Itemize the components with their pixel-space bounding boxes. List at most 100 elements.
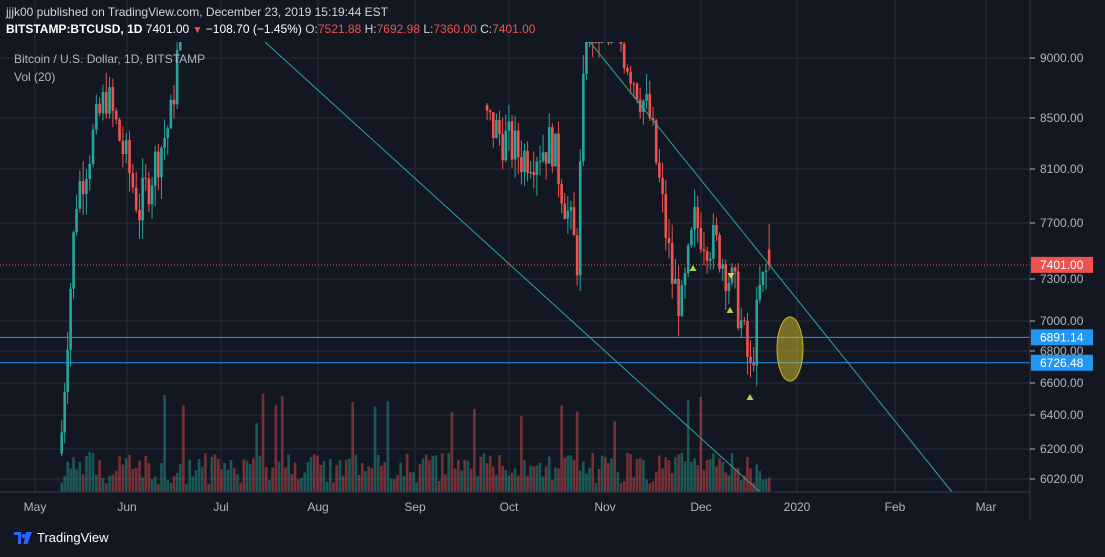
volume-bar [134, 467, 138, 492]
candle-body [708, 258, 712, 261]
candle-body [547, 127, 551, 164]
price-chart[interactable]: 9000.00 8500.00 8100.00 7700.00 7300.00 7000.… [0, 0, 1105, 520]
volume-bar [380, 465, 383, 492]
candle-body [144, 177, 148, 179]
candle-body [746, 320, 749, 357]
volume-bar [166, 480, 170, 492]
price-tag-label: 7401.00 [1040, 258, 1084, 272]
volume-bar [191, 476, 195, 492]
tradingview-logo-icon [14, 531, 32, 544]
volume-bar [578, 470, 582, 492]
candle-body [677, 278, 680, 316]
candle-body [591, 42, 594, 43]
time-tick-label: Jul [213, 500, 228, 514]
candle-body [705, 251, 709, 261]
volume-bar [232, 468, 236, 492]
candle-body [121, 140, 125, 155]
volume-bar [408, 472, 412, 492]
volume-bar [108, 475, 111, 492]
volume-bar [223, 462, 226, 492]
candle-body [147, 178, 151, 205]
candle-body [674, 278, 677, 284]
candle-body [134, 187, 138, 210]
volume-bar [752, 482, 755, 492]
volume-bar [544, 466, 548, 492]
volume-bar [431, 455, 435, 492]
volume-bar [389, 478, 393, 492]
volume-bar [69, 468, 72, 492]
candle-body [557, 133, 560, 185]
candle-body [638, 99, 642, 112]
volume-bar [476, 476, 479, 492]
candle-body [118, 119, 121, 141]
volume-bar [284, 467, 287, 492]
volume-bar [674, 457, 677, 492]
candle-body [529, 171, 532, 174]
price-axis[interactable]: 9000.00 8500.00 8100.00 7700.00 7300.00 7000.… [1029, 0, 1105, 520]
candle-body [566, 210, 570, 219]
candle-body [63, 392, 66, 433]
candle-body [101, 91, 105, 114]
volume-bar [434, 455, 438, 492]
volume-bar [207, 483, 210, 492]
volume-bar [702, 469, 706, 492]
volume-bar [677, 454, 680, 492]
volume-bar [360, 463, 364, 492]
tradingview-logo[interactable]: TradingView [14, 530, 109, 545]
candle-body [160, 147, 163, 178]
candle-body [569, 207, 573, 211]
candle-body [488, 110, 492, 113]
trendline-lower [264, 41, 761, 493]
volume-bar [220, 468, 223, 492]
time-tick-label: Sep [404, 500, 426, 514]
candle-body [727, 282, 731, 291]
volume-bar [418, 464, 422, 492]
candle-body [114, 110, 118, 120]
signal-down-arrow-icon [727, 273, 735, 279]
time-axis[interactable]: May Jun Jul Aug Sep Oct Nov Dec 2020 Feb Mar [0, 491, 1030, 514]
time-tick-label: May [24, 500, 47, 514]
price-tag [1031, 329, 1093, 346]
volume-bar [72, 457, 75, 492]
series-legend[interactable]: Bitcoin / U.S. Dollar, 1D, BITSTAMP [14, 52, 206, 66]
volume-bar [457, 460, 460, 492]
volume-bar [252, 458, 255, 492]
volume-bar [121, 464, 125, 492]
volume-bar [626, 453, 629, 492]
candle-body [554, 133, 557, 167]
candle-body [523, 150, 526, 172]
volume-bar [91, 452, 95, 492]
candle-body [95, 103, 98, 130]
volume-bar [141, 477, 144, 492]
candle-body [619, 42, 623, 44]
volume-bar [216, 458, 220, 492]
candle-body [721, 264, 724, 269]
volume-bar [690, 461, 693, 492]
volume-bar [226, 469, 230, 492]
candle-body [491, 112, 495, 139]
candle-body [510, 121, 514, 160]
volume-bar [322, 461, 326, 492]
volume-bar [600, 455, 604, 492]
volume-bar [551, 479, 554, 492]
volume-bar [705, 460, 709, 492]
volume-bar [396, 475, 399, 492]
volume-bar [529, 465, 532, 492]
volume-legend[interactable]: Vol (20) [14, 70, 56, 84]
candle-body [635, 83, 639, 100]
volume-bar [239, 483, 242, 492]
volume-bar [764, 479, 768, 492]
candle-body [163, 137, 166, 148]
volume-bar [163, 394, 166, 492]
candle-body [169, 99, 173, 129]
volume-bar [415, 482, 419, 492]
candle-body [104, 91, 108, 114]
candle-body [498, 119, 501, 135]
volume-bar [563, 458, 567, 492]
volume-bar [242, 459, 246, 492]
tradingview-brand: TradingView [37, 530, 109, 545]
candle-body [667, 237, 671, 244]
candle-body [693, 206, 696, 230]
candle-body [680, 285, 684, 316]
volume-bar [743, 475, 746, 492]
